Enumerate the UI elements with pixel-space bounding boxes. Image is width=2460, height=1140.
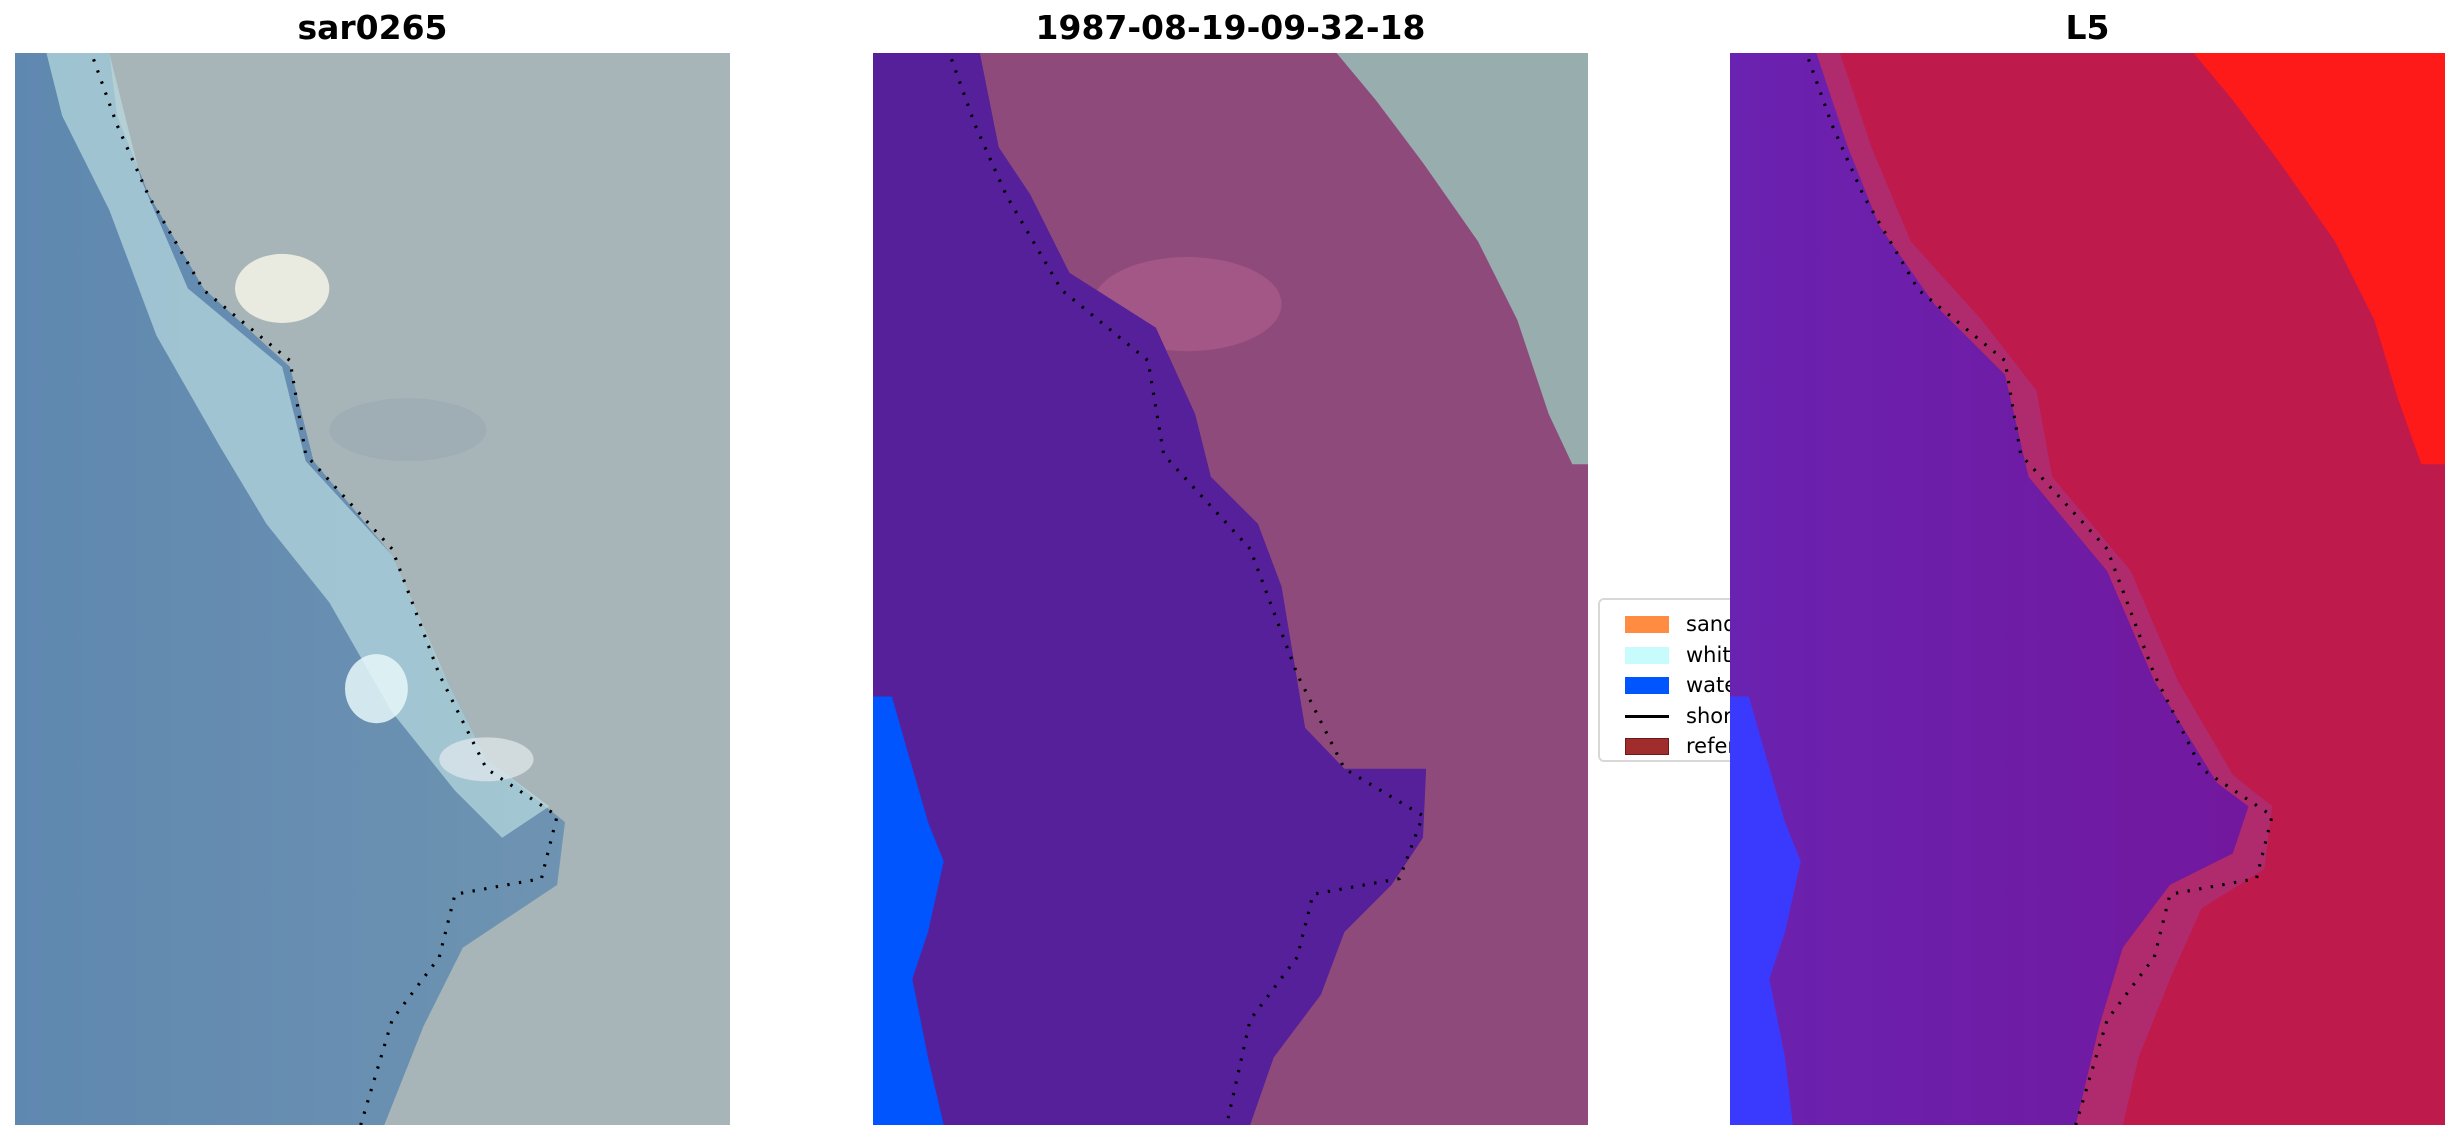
water-swatch [1625, 676, 1669, 694]
high-region [2193, 53, 2445, 465]
legend-item-water: water [1625, 673, 1746, 697]
l5-image-panel [1730, 53, 2445, 1125]
low-region [1730, 53, 2249, 1125]
land-region [109, 53, 730, 1125]
whitewater-band [46, 53, 550, 838]
water-proxy-region [873, 53, 1427, 1125]
water-class-region [873, 696, 944, 1125]
reference-swatch [1625, 737, 1669, 755]
classified-image-panel [873, 53, 1588, 1125]
legend-item-sand: sand [1625, 612, 1736, 636]
rgb-image-panel [15, 53, 730, 1125]
shoreline [950, 58, 1425, 1125]
panel-title-rgb: sar0265 [297, 8, 448, 47]
other-class-region [1336, 53, 1588, 465]
legend-label: sand [1686, 612, 1737, 636]
panel-title-l5: L5 [2065, 8, 2110, 47]
sand-swatch [1625, 615, 1669, 633]
whitewater-swatch [1625, 646, 1669, 664]
transition-band [1816, 53, 2273, 1125]
blue-region [1730, 696, 1801, 1125]
panel-title-classified: 1987-08-19-09-32-18 [1035, 8, 1426, 47]
shoreline-swatch [1625, 714, 1669, 718]
